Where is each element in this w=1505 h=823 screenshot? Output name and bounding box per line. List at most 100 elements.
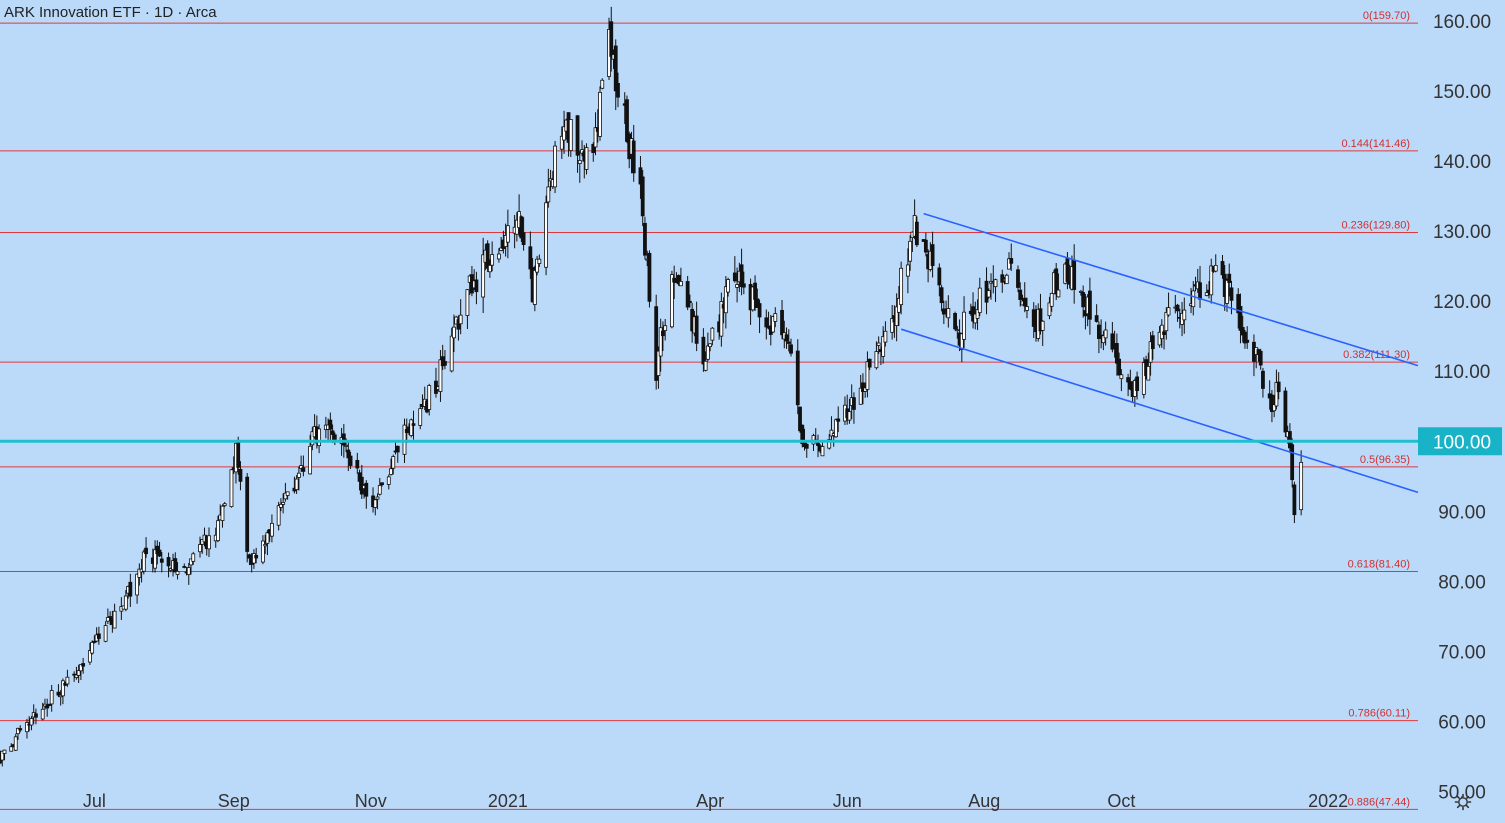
candle-body: [481, 254, 486, 298]
candle-body: [735, 284, 739, 288]
candle-body: [0, 750, 5, 761]
candle-body: [456, 319, 461, 330]
candle-body: [1220, 261, 1225, 276]
candle: [252, 549, 256, 569]
candle: [1240, 315, 1245, 343]
candle: [739, 248, 744, 296]
candle-body: [1047, 302, 1052, 317]
candle-body: [16, 727, 20, 735]
candle-body: [784, 334, 789, 342]
candle: [890, 304, 895, 340]
candle-body: [852, 397, 856, 410]
candle-body: [1094, 315, 1099, 322]
candle: [1016, 265, 1020, 293]
candle: [1128, 369, 1133, 391]
candle: [798, 406, 802, 433]
candle-body: [939, 287, 944, 304]
candle-body: [1056, 289, 1061, 298]
candle: [1117, 352, 1122, 376]
candle: [1175, 303, 1180, 322]
x-tick-label: Jul: [83, 791, 106, 811]
candle-body: [90, 641, 95, 654]
candle-body: [723, 286, 728, 314]
candle: [9, 743, 14, 752]
candle-body: [1229, 287, 1234, 301]
candle-body: [263, 544, 268, 547]
candle: [861, 373, 865, 405]
candle-body: [452, 326, 456, 339]
candle: [1081, 285, 1086, 318]
candle: [679, 267, 683, 287]
candle-body: [499, 247, 504, 251]
candle: [1283, 387, 1288, 437]
candle-body: [1225, 279, 1229, 304]
candle: [485, 240, 490, 272]
candle: [773, 307, 778, 328]
candle: [867, 358, 872, 371]
candle-body: [380, 482, 384, 486]
candle-body: [908, 240, 913, 262]
x-tick-label: Nov: [355, 791, 387, 811]
candle: [45, 698, 50, 717]
candle: [1204, 284, 1209, 297]
candle: [923, 232, 928, 257]
y-tick-label: 60.00: [1438, 712, 1486, 733]
candle: [723, 276, 728, 329]
candle-body: [254, 555, 259, 559]
candle-body: [899, 267, 904, 306]
candle: [1213, 254, 1218, 273]
candle: [908, 235, 913, 271]
candle-body: [593, 127, 598, 148]
candle: [1135, 371, 1139, 400]
candle-body: [1009, 258, 1014, 264]
candle: [157, 541, 162, 558]
candle: [865, 351, 870, 398]
candle: [852, 392, 856, 424]
candle: [1288, 423, 1292, 453]
candle-body: [1103, 329, 1108, 339]
candle-body: [9, 746, 14, 752]
candle: [559, 126, 564, 159]
candle: [553, 140, 557, 194]
candle: [285, 491, 290, 500]
y-tick-label: 140.00: [1433, 152, 1491, 173]
candle: [546, 168, 551, 208]
candle-body: [519, 216, 524, 239]
candle-body: [1227, 273, 1232, 283]
candle-body: [834, 419, 838, 438]
candle-body: [1128, 381, 1133, 390]
gear-icon[interactable]: [1454, 793, 1472, 811]
candle-body: [92, 640, 97, 643]
candle-body: [1119, 374, 1124, 380]
candle-body: [409, 419, 414, 436]
candle-body: [245, 476, 250, 552]
candle: [858, 374, 863, 405]
candle: [955, 325, 960, 339]
candle-body: [535, 258, 539, 273]
candle-body: [301, 467, 306, 472]
candle: [276, 501, 281, 531]
candle: [182, 563, 187, 569]
candle-body: [656, 350, 661, 376]
candle-body: [537, 258, 542, 264]
candle-body: [236, 440, 241, 468]
candle: [899, 261, 904, 315]
candle-body: [1126, 377, 1131, 383]
candle-body: [49, 690, 54, 705]
candle: [1094, 304, 1099, 323]
candle-body: [265, 532, 270, 544]
price-axis: 50.00 60.00 70.00 80.00 90.00 110.00 120.00 130…: [1433, 12, 1491, 803]
candle-body: [544, 202, 548, 268]
candle: [726, 277, 731, 297]
candle-body: [1162, 331, 1166, 335]
candle-body: [780, 310, 784, 336]
candle: [732, 256, 737, 283]
candle-body: [328, 419, 333, 430]
candle: [427, 383, 432, 416]
candle-body: [485, 243, 490, 269]
candle: [220, 504, 225, 528]
candle-body: [220, 505, 225, 522]
candle: [584, 143, 589, 175]
